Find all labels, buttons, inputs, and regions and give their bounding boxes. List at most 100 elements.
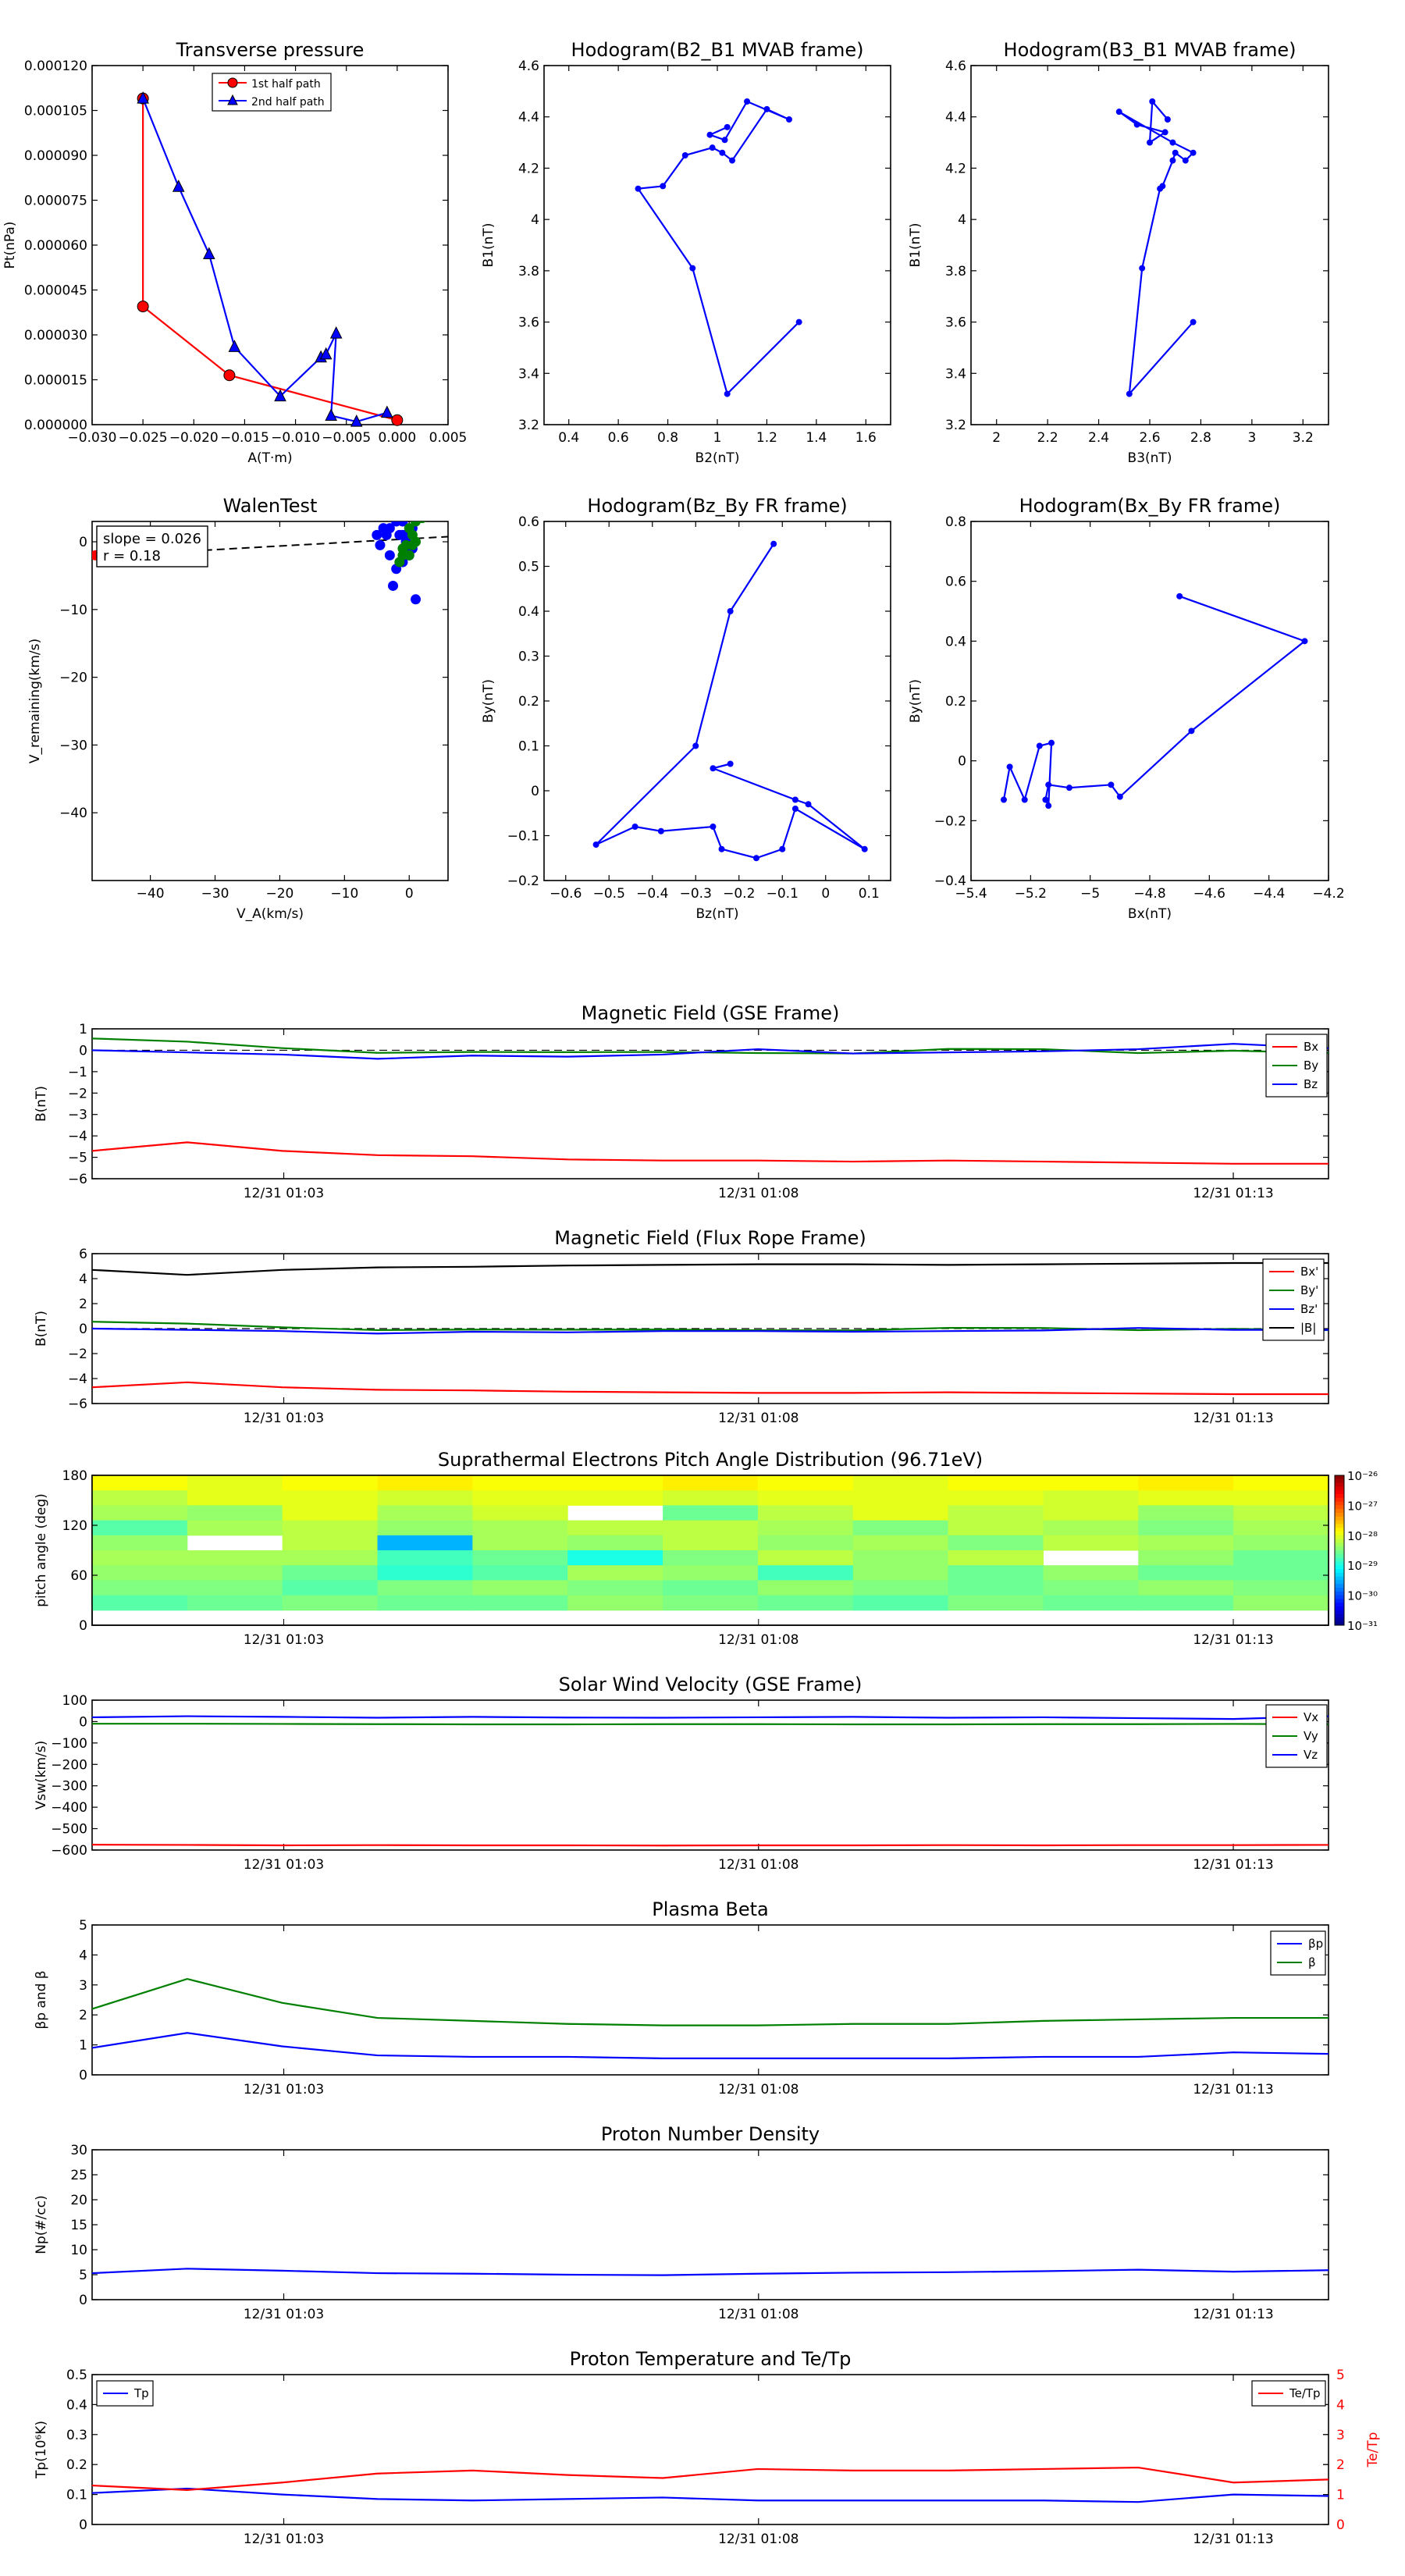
heatmap-cell: [1043, 1520, 1139, 1536]
y-tick-label: 0.000045: [24, 283, 87, 299]
data-point: [1159, 183, 1166, 190]
y-tick-label: 0: [79, 1043, 87, 1059]
y-tick-label: 2: [79, 1297, 87, 1312]
heatmap-cell: [1233, 1490, 1329, 1506]
data-point: [1149, 98, 1156, 105]
data-point: [729, 157, 736, 164]
y-axis-label: pitch angle (deg): [34, 1493, 49, 1607]
y-tick-label: 0.3: [66, 2428, 87, 2443]
axes-frame: [91, 65, 449, 425]
fit-line: [91, 535, 449, 557]
panel-title: Suprathermal Electrons Pitch Angle Distr…: [438, 1449, 983, 1471]
x-tick-label: 12/31 01:08: [718, 2082, 799, 2097]
y-tick-label: 3.8: [518, 264, 539, 279]
y-axis-label: By(nT): [481, 679, 496, 723]
x-axis-label: Bz(nT): [695, 906, 738, 922]
data-point: [635, 185, 642, 192]
data-point: [1169, 157, 1176, 164]
legend: Te/Tp: [1251, 2380, 1326, 2407]
panel-solar-wind-velocity: 100 0 −100 −200 −300 −400 −500 −600 12/31 01:03 1…: [34, 1674, 1329, 1873]
legend-label: Vy: [1304, 1729, 1318, 1743]
axes-frame: [91, 521, 449, 881]
heatmap-cell: [1138, 1475, 1234, 1491]
colorbar-tick-label: 10⁻³¹: [1347, 1619, 1378, 1633]
x-tick-label: −0.5: [593, 886, 625, 902]
axes-frame: [91, 2374, 1329, 2525]
data-point: [1188, 728, 1195, 735]
heatmap-cell: [377, 1490, 473, 1506]
data-point: [681, 152, 688, 158]
heatmap-cell: [92, 1580, 188, 1596]
series-By': [91, 1321, 1329, 1332]
legend-label: Bx: [1304, 1040, 1318, 1054]
data-point: [1190, 318, 1197, 326]
x-tick-label: 0.8: [657, 430, 678, 446]
y2-tick-label: 3: [1336, 2428, 1345, 2443]
data-point: [724, 123, 731, 130]
panel-title: Hodogram(B2_B1 MVAB frame): [571, 39, 864, 61]
colorbar-cell: [1335, 1553, 1344, 1559]
panel-title: Proton Number Density: [601, 2123, 820, 2145]
y-axis-label: V_remaining(km/s): [27, 639, 43, 763]
heatmap-cell: [282, 1520, 379, 1536]
x-tick-label: −4.4: [1253, 886, 1285, 902]
heatmap-cell: [377, 1520, 473, 1536]
data-point: [1000, 796, 1007, 803]
series-Tp: [91, 2487, 1329, 2503]
y-tick-label: 4.6: [518, 59, 539, 74]
data-point: [1045, 781, 1052, 788]
legend: Tp: [96, 2380, 154, 2407]
x-tick-label: −5.2: [1015, 886, 1047, 902]
y-tick-label: 0.000030: [24, 328, 87, 343]
y-tick-label: 5: [79, 1918, 87, 1934]
heatmap-cell: [472, 1490, 568, 1506]
heatmap-cell: [663, 1550, 759, 1566]
colorbar-cell: [1335, 1603, 1344, 1607]
legend-box: [1270, 1930, 1326, 1976]
y-axis-label: Tp(10⁶K): [34, 2421, 49, 2479]
y-tick-label: 0: [79, 1714, 87, 1730]
legend-label: By: [1304, 1059, 1318, 1073]
x-tick-label: −0.030: [68, 430, 117, 446]
series-1st-half: [142, 98, 398, 422]
heatmap-cell: [1043, 1595, 1139, 1611]
heatmap-cell: [282, 1580, 379, 1596]
heatmap-cell: [187, 1520, 283, 1536]
heatmap-cell: [1233, 1580, 1329, 1596]
y-tick-label: 4: [79, 1948, 87, 1963]
y-tick-label: −0.4: [934, 873, 966, 889]
heatmap-cell: [852, 1520, 949, 1536]
heatmap-cell: [92, 1520, 188, 1536]
y-tick-label: 0.000120: [24, 59, 87, 74]
heatmap-cell: [472, 1475, 568, 1491]
heatmap-cell: [663, 1565, 759, 1581]
data-point: [1045, 802, 1052, 809]
marker-2nd-half: [274, 389, 286, 402]
data-point: [770, 540, 777, 547]
y-tick-label: 4.4: [518, 110, 539, 126]
colorbar-cell: [1335, 1482, 1344, 1487]
heatmap-cell: [757, 1520, 854, 1536]
heatmap-cell: [567, 1520, 663, 1536]
heatmap-cell: [852, 1595, 949, 1611]
marker-2nd-half: [319, 347, 333, 360]
panel-proton-density: 30 25 20 15 10 5 0 12/31 01:03 12/31 01:08 12/31 …: [34, 2123, 1329, 2322]
y-tick-label: −6: [68, 1397, 87, 1412]
heatmap-cell: [187, 1475, 283, 1491]
x-tick-label: −0.4: [636, 886, 668, 902]
heatmap-cell: [948, 1580, 1044, 1596]
y-tick-label: 0.1: [518, 739, 539, 755]
panel-plasma-beta: 5 4 3 2 1 0 12/31 01:03 12/31 01:08 12/31 01:13 P…: [34, 1898, 1329, 2097]
heatmap-cell: [948, 1565, 1044, 1581]
legend: Bx By Bz: [1265, 1034, 1328, 1098]
panel-title: Hodogram(Bz_By FR frame): [587, 495, 847, 517]
marker-1st-half: [137, 301, 149, 313]
y-tick-label: 3: [79, 1978, 87, 1994]
data-point: [1169, 139, 1176, 146]
data-point: [1182, 157, 1189, 164]
series-line: [595, 543, 866, 859]
walen-point: [418, 521, 426, 524]
y-tick-label: 0.000000: [24, 418, 87, 433]
colorbar-cell: [1335, 1542, 1344, 1547]
colorbar-tick-label: 10⁻²⁸: [1347, 1529, 1378, 1543]
